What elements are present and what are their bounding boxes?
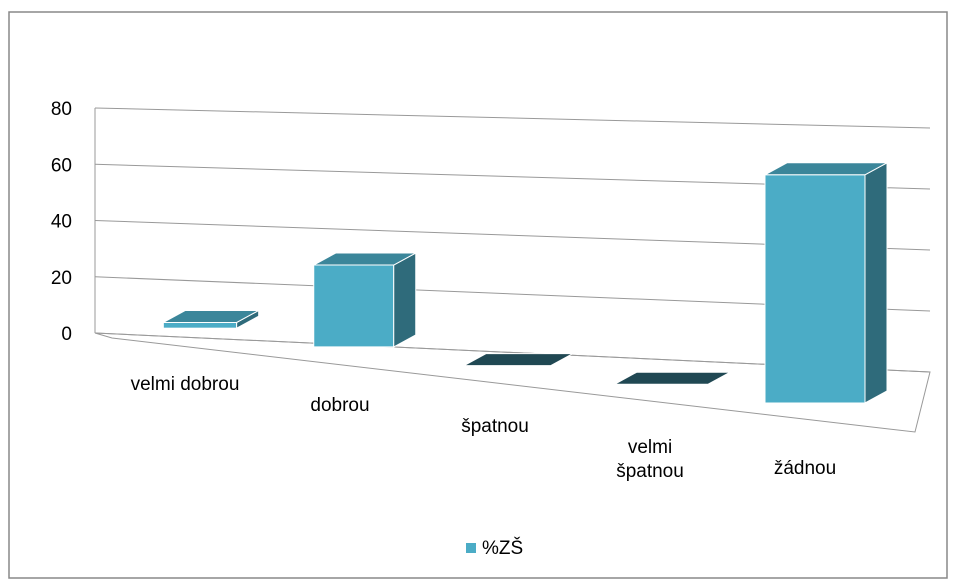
bar-top bbox=[163, 309, 259, 323]
legend-label: %ZŠ bbox=[482, 537, 523, 559]
bar-side bbox=[393, 252, 417, 348]
bar bbox=[313, 252, 417, 348]
grid-line bbox=[94, 107, 931, 129]
y-tick-label: 20 bbox=[51, 268, 72, 289]
bar bbox=[764, 161, 888, 404]
bar-top bbox=[463, 353, 574, 367]
y-tick-label: 60 bbox=[51, 155, 72, 176]
x-tick-label: velmi dobrou bbox=[130, 374, 240, 395]
y-tick-label: 40 bbox=[51, 212, 72, 233]
legend-swatch bbox=[466, 543, 476, 553]
y-tick-label: 80 bbox=[51, 99, 72, 120]
x-tick-label: žádnou bbox=[773, 458, 837, 479]
bar-front bbox=[162, 321, 238, 329]
y-tick-label: 0 bbox=[61, 324, 72, 345]
bar-top bbox=[764, 162, 888, 176]
x-tick-label: špatnou bbox=[461, 416, 529, 437]
x-tick-label-box: velmi špatnou bbox=[616, 437, 684, 482]
bar-front bbox=[313, 264, 395, 348]
x-tick-label-box: velmi dobrou bbox=[130, 374, 240, 395]
bar bbox=[463, 353, 574, 367]
bar-side bbox=[864, 161, 888, 404]
x-tick-label-box: dobrou bbox=[310, 395, 370, 416]
x-tick-label-box: špatnou bbox=[461, 416, 529, 437]
bar-top bbox=[313, 252, 416, 266]
x-tick-label: dobrou bbox=[310, 395, 370, 416]
bar bbox=[614, 371, 731, 385]
bar bbox=[162, 309, 260, 330]
bar-front bbox=[764, 174, 866, 404]
x-tick-label: velmi špatnou bbox=[616, 437, 684, 482]
x-tick-label-box: žádnou bbox=[773, 458, 837, 479]
bar-top bbox=[614, 371, 731, 385]
